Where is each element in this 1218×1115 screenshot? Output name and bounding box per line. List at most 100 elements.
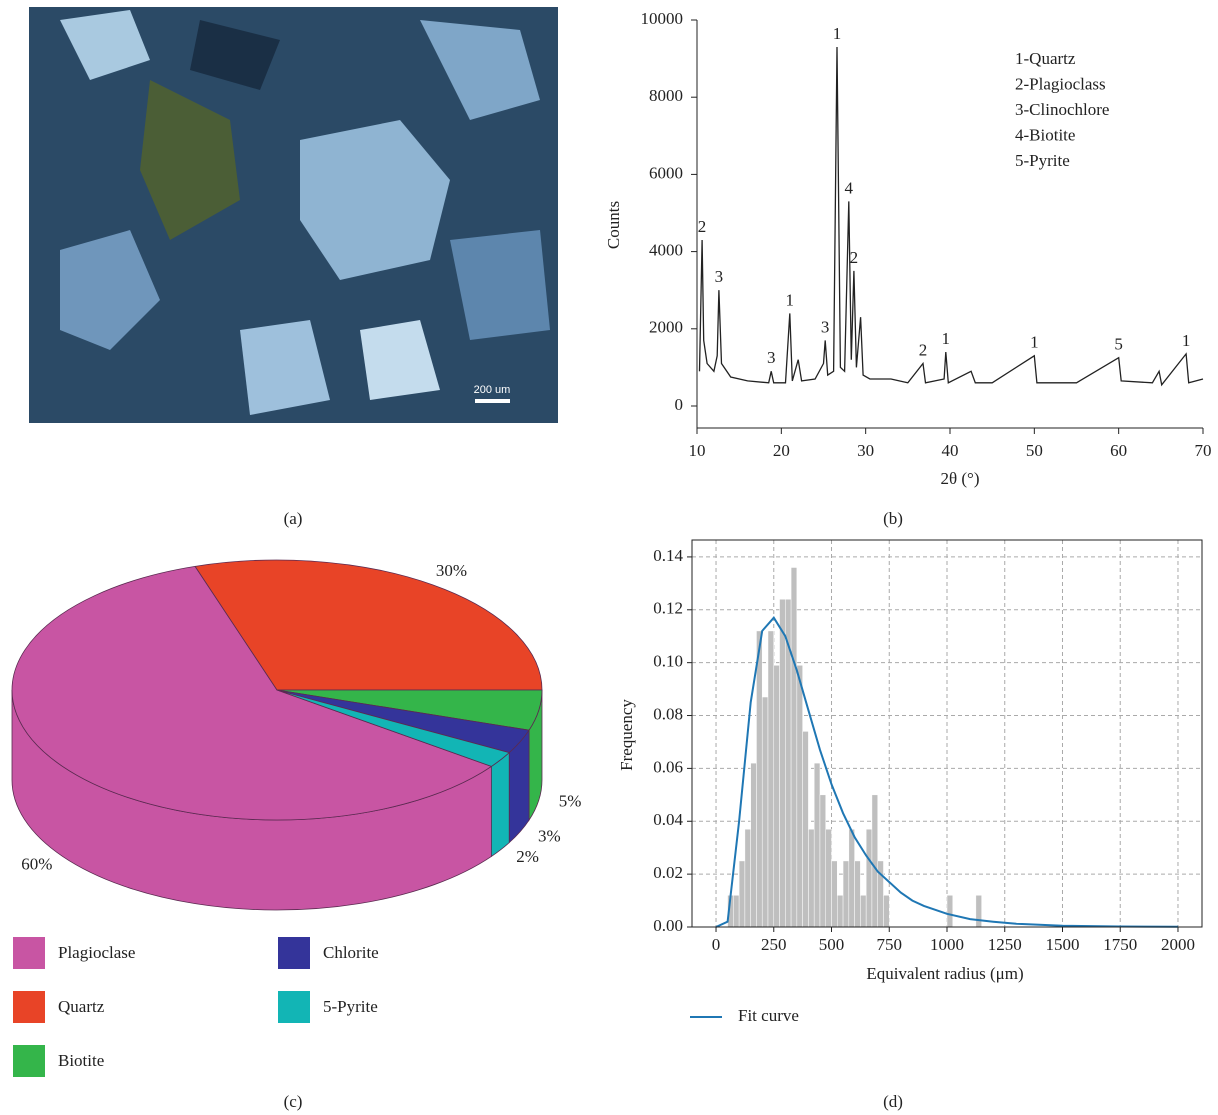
pie-value-label: 5%: [559, 792, 582, 811]
legend-label: Fit curve: [738, 1006, 799, 1025]
histogram-bar: [774, 665, 780, 927]
y-axis-label: Frequency: [617, 699, 636, 771]
histogram-bar: [762, 697, 768, 927]
x-tick-label: 40: [942, 441, 959, 460]
y-tick-label: 0.04: [653, 810, 683, 829]
y-tick-label: 0.08: [653, 704, 683, 723]
legend-label: Biotite: [58, 1051, 104, 1070]
peak-label: 2: [850, 248, 859, 267]
x-tick-label: 30: [857, 441, 874, 460]
xrd-line: [700, 47, 1204, 385]
histogram-bar: [843, 861, 849, 927]
peak-label: 4: [845, 178, 854, 197]
x-tick-label: 20: [773, 441, 790, 460]
y-tick-label: 0.14: [653, 546, 683, 565]
x-tick-label: 70: [1195, 441, 1212, 460]
pie-value-label: 60%: [21, 854, 52, 873]
legend-label: Chlorite: [323, 943, 379, 962]
legend-swatch: [13, 937, 45, 969]
caption: (b): [883, 509, 903, 528]
x-tick-label: 1000: [930, 935, 964, 954]
histogram-bar: [849, 829, 855, 927]
peak-legend-entry: 1-Quartz: [1015, 49, 1076, 68]
legend-label: Quartz: [58, 997, 105, 1016]
x-tick-label: 250: [761, 935, 787, 954]
histogram-bar: [832, 861, 838, 927]
histogram-bar: [872, 795, 878, 927]
peak-label: 2: [919, 340, 928, 359]
caption: (d): [883, 1092, 903, 1111]
y-tick-label: 6000: [649, 163, 683, 182]
figure: 200 um (a) 02000400060008000100001020304…: [0, 0, 1218, 1115]
legend-swatch: [13, 1045, 45, 1077]
histogram-bar: [860, 895, 866, 927]
pie-value-label: 3%: [538, 827, 561, 846]
histogram-bar: [751, 763, 757, 927]
legend-swatch: [13, 991, 45, 1023]
x-axis-label: 2θ (°): [940, 469, 979, 488]
histogram-bar: [837, 895, 843, 927]
peak-label: 5: [1114, 335, 1123, 354]
y-tick-label: 0: [675, 395, 684, 414]
peak-label: 3: [821, 317, 830, 336]
x-tick-label: 50: [1026, 441, 1043, 460]
peak-legend-entry: 4-Biotite: [1015, 125, 1075, 144]
histogram-bar: [976, 895, 982, 927]
peak-label: 3: [715, 267, 724, 286]
y-tick-label: 0.12: [653, 599, 683, 618]
histogram-bar: [866, 829, 872, 927]
histogram-bar: [791, 567, 797, 927]
peak-legend-entry: 5-Pyrite: [1015, 151, 1070, 170]
histogram-bar: [768, 631, 774, 927]
x-tick-label: 500: [819, 935, 845, 954]
x-tick-label: 0: [712, 935, 721, 954]
pie-value-label: 30%: [436, 561, 467, 580]
histogram-bar: [756, 631, 762, 927]
y-axis-label: Counts: [604, 201, 623, 249]
x-tick-label: 2000: [1161, 935, 1195, 954]
caption: (a): [284, 509, 303, 528]
x-tick-label: 1250: [988, 935, 1022, 954]
peak-label: 1: [1182, 331, 1191, 350]
pie-value-label: 2%: [516, 847, 539, 866]
histogram-bar: [855, 861, 861, 927]
x-axis-label: Equivalent radius (μm): [866, 964, 1023, 983]
pie-side: [491, 753, 509, 857]
histogram-bar: [814, 763, 820, 927]
histogram-bar: [803, 731, 809, 927]
peak-legend-entry: 2-Plagioclass: [1015, 74, 1106, 93]
pie-chart: 60% 30% 5% 3%2% Plagioclase Quartz Biotite Chlo…: [12, 560, 581, 1111]
x-tick-label: 60: [1110, 441, 1127, 460]
peak-label: 1: [786, 290, 795, 309]
x-tick-label: 750: [877, 935, 903, 954]
histogram-bar: [733, 895, 739, 927]
peak-label: 1: [1030, 333, 1039, 352]
peak-legend-entry: 3-Clinochlore: [1015, 100, 1109, 119]
y-tick-label: 8000: [649, 86, 683, 105]
legend-label: 5-Pyrite: [323, 997, 378, 1016]
histogram-bar: [797, 665, 803, 927]
histogram-bar: [820, 795, 826, 927]
y-tick-label: 0.06: [653, 757, 683, 776]
histogram-bar: [780, 599, 786, 927]
x-tick-label: 1500: [1045, 935, 1079, 954]
x-tick-label: 10: [689, 441, 706, 460]
histogram-bar: [826, 829, 832, 927]
micrograph: 200 um (a): [29, 7, 558, 528]
caption: (c): [284, 1092, 303, 1111]
legend-swatch: [278, 937, 310, 969]
histogram-bar: [745, 829, 751, 927]
scale-bar-label: 200 um: [474, 384, 511, 396]
peak-label: 1: [942, 329, 951, 348]
y-tick-label: 0.02: [653, 863, 683, 882]
legend-swatch: [278, 991, 310, 1023]
peak-label: 2: [698, 217, 707, 236]
histogram-bar: [883, 895, 889, 927]
peak-label: 3: [767, 348, 776, 367]
histogram-bar: [739, 861, 745, 927]
y-tick-label: 10000: [641, 9, 684, 28]
histogram-bar: [878, 861, 884, 927]
y-tick-label: 4000: [649, 241, 683, 260]
legend-label: Plagioclase: [58, 943, 135, 962]
